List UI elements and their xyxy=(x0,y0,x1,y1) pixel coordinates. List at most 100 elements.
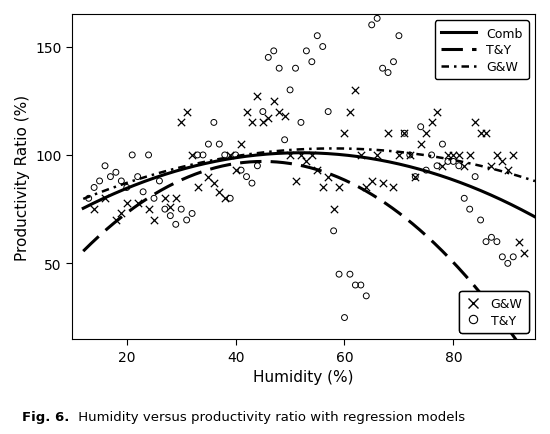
Point xyxy=(144,152,153,159)
Point xyxy=(275,66,284,72)
Point xyxy=(438,163,447,170)
Point xyxy=(221,195,229,202)
Point xyxy=(133,200,142,207)
Point xyxy=(416,124,425,131)
Point xyxy=(215,189,224,196)
Point xyxy=(498,158,507,165)
Point xyxy=(378,66,387,72)
Point xyxy=(242,174,251,181)
Point xyxy=(356,152,365,159)
Legend: G&W, T&Y: G&W, T&Y xyxy=(459,291,529,333)
Point xyxy=(443,158,452,165)
Point xyxy=(204,174,213,181)
Point xyxy=(411,174,420,181)
Point xyxy=(193,184,202,191)
Point xyxy=(101,195,109,202)
Point xyxy=(123,200,131,207)
Point xyxy=(476,217,485,224)
Point xyxy=(188,152,196,159)
Point xyxy=(313,33,322,40)
Point xyxy=(285,87,294,94)
Point xyxy=(362,293,371,299)
Point xyxy=(253,94,262,101)
Point xyxy=(248,180,256,187)
Point xyxy=(101,163,109,170)
Point xyxy=(204,141,213,148)
Point xyxy=(150,217,158,224)
Point xyxy=(210,120,218,127)
Point xyxy=(139,189,147,196)
Point xyxy=(199,152,207,159)
Point xyxy=(231,152,240,159)
Point xyxy=(95,178,104,185)
Point xyxy=(112,169,120,176)
Point xyxy=(487,234,496,241)
Point xyxy=(128,152,136,159)
Point xyxy=(280,113,289,120)
Point xyxy=(236,167,245,174)
Point xyxy=(427,120,436,127)
Point xyxy=(264,115,273,122)
Point xyxy=(215,141,224,148)
Point xyxy=(334,271,343,278)
Point xyxy=(242,109,251,116)
Point xyxy=(166,213,175,220)
Point xyxy=(90,184,98,191)
Point xyxy=(329,228,338,235)
Point xyxy=(318,44,327,51)
Point xyxy=(84,195,93,202)
Point xyxy=(221,152,229,159)
Point xyxy=(411,174,420,181)
Point xyxy=(253,163,262,170)
Point xyxy=(427,152,436,159)
Point xyxy=(248,120,256,127)
Point xyxy=(503,167,512,174)
Point xyxy=(384,131,393,138)
Point xyxy=(449,152,458,159)
Point xyxy=(302,158,311,165)
Point xyxy=(405,152,414,159)
Point xyxy=(291,66,300,72)
Point xyxy=(188,210,196,217)
Point xyxy=(226,152,235,159)
Point xyxy=(329,206,338,213)
Point xyxy=(117,178,126,185)
Point xyxy=(340,131,349,138)
Point xyxy=(210,180,218,187)
Point xyxy=(509,152,518,159)
Point xyxy=(182,109,191,116)
Point xyxy=(482,239,491,246)
Point xyxy=(313,167,322,174)
Point xyxy=(422,131,431,138)
Point xyxy=(302,48,311,55)
Point xyxy=(465,152,474,159)
Point xyxy=(264,55,273,62)
Point xyxy=(291,178,300,185)
Point xyxy=(438,141,447,148)
Point xyxy=(236,141,245,148)
Point xyxy=(454,163,463,170)
Point xyxy=(324,109,333,116)
Point xyxy=(367,22,376,29)
Point xyxy=(487,163,496,170)
Point xyxy=(133,174,142,181)
Point xyxy=(226,195,235,202)
Point xyxy=(373,152,382,159)
Point xyxy=(177,120,185,127)
Point xyxy=(161,195,169,202)
Point xyxy=(520,250,529,256)
Point xyxy=(503,260,512,267)
Point xyxy=(193,152,202,159)
Point xyxy=(270,98,278,105)
Point xyxy=(172,221,180,228)
X-axis label: Humidity (%): Humidity (%) xyxy=(254,369,354,385)
Point xyxy=(324,174,333,181)
Point xyxy=(362,184,371,191)
Point xyxy=(296,120,305,127)
Point xyxy=(449,158,458,165)
Point xyxy=(307,59,316,66)
Point xyxy=(378,180,387,187)
Point xyxy=(367,178,376,185)
Point xyxy=(476,131,485,138)
Point xyxy=(340,314,349,321)
